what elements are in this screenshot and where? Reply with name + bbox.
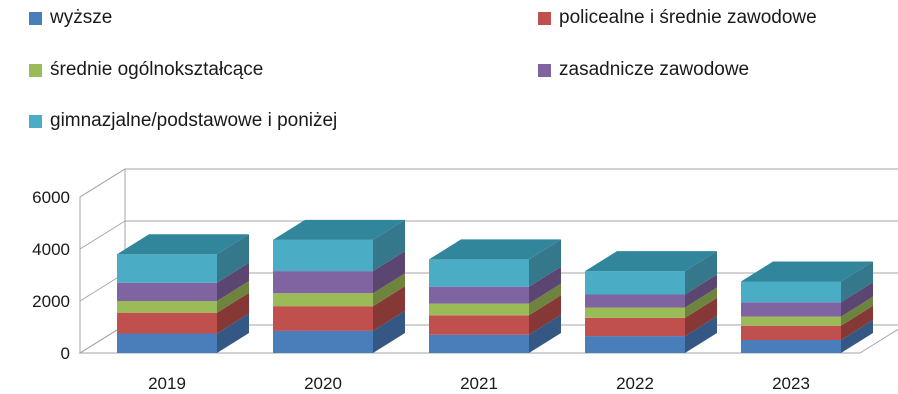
bar-top xyxy=(273,219,405,240)
bar-segment-side xyxy=(217,313,249,353)
legend-item-wyzsze: wyższe xyxy=(29,7,112,29)
bar-segment xyxy=(117,312,217,334)
bar-segment xyxy=(429,334,529,353)
bar-segment-side xyxy=(685,316,717,353)
bar-segment xyxy=(585,307,685,318)
legend-swatch xyxy=(29,63,42,77)
bar-segment xyxy=(117,282,217,301)
bar-segment xyxy=(273,306,373,331)
x-tick-label: 2020 xyxy=(304,374,342,393)
bar-segment xyxy=(741,325,841,340)
y-tick-label: 4000 xyxy=(32,240,70,259)
bar-segment xyxy=(273,330,373,353)
legend-label: średnie ogólnokształcące xyxy=(50,59,264,80)
y-tick-label: 0 xyxy=(61,344,70,363)
bar-top xyxy=(429,239,561,260)
legend-label: wyższe xyxy=(50,7,113,28)
bar-top xyxy=(117,234,249,255)
bar-segment-side xyxy=(841,305,873,340)
gridline-diagonal xyxy=(79,168,126,198)
bar-segment-side xyxy=(373,251,405,294)
bar-segment-side xyxy=(529,314,561,353)
bar-segment xyxy=(117,254,217,283)
bar-segment-side xyxy=(841,282,873,317)
bar-segment xyxy=(117,333,217,353)
bar-segment-side xyxy=(685,251,717,295)
chart-legend: wyższe policealne i średnie zawodowe śre… xyxy=(0,0,898,140)
bar-segment-side xyxy=(373,310,405,353)
bar-segment-side xyxy=(685,274,717,308)
bar-segment-side xyxy=(529,283,561,316)
x-tick-label: 2021 xyxy=(460,374,498,393)
bar-top xyxy=(585,251,717,272)
legend-item-policealne: policealne i średnie zawodowe xyxy=(538,7,817,29)
legend-item-zasadnicze: zasadnicze zawodowe xyxy=(538,59,749,81)
legend-label: gimnazjalne/podstawowe i poniżej xyxy=(50,110,338,131)
legend-item-gimnazjalne: gimnazjalne/podstawowe i poniżej xyxy=(29,110,337,132)
bar-segment xyxy=(585,317,685,337)
bar-segment-side xyxy=(217,281,249,313)
x-tick-label: 2023 xyxy=(772,374,810,393)
bar-segment-side xyxy=(217,262,249,301)
legend-label: policealne i średnie zawodowe xyxy=(559,7,817,28)
bar-segment-side xyxy=(373,273,405,307)
legend-label: zasadnicze zawodowe xyxy=(559,59,750,80)
x-tick-label: 2019 xyxy=(148,374,186,393)
bar-segment-side xyxy=(685,297,717,337)
bar-segment xyxy=(429,286,529,304)
bar-segment xyxy=(741,340,841,353)
bar-segment xyxy=(273,239,373,272)
bar-segment xyxy=(585,294,685,308)
legend-swatch xyxy=(29,114,42,128)
y-tick-label: 6000 xyxy=(32,188,70,207)
bar-top xyxy=(741,261,873,282)
legend-item-srednie-ogolnoksztalcace: średnie ogólnokształcące xyxy=(29,59,263,81)
gridline-diagonal xyxy=(79,220,126,250)
legend-swatch xyxy=(29,11,42,25)
x-tick-label: 2022 xyxy=(616,374,654,393)
bar-segment xyxy=(585,271,685,295)
bar-segment xyxy=(741,302,841,317)
bar-segment xyxy=(741,281,841,303)
bar-segment-side xyxy=(841,261,873,303)
y-tick-label: 2000 xyxy=(32,292,70,311)
bar-segment xyxy=(585,336,685,353)
bar-segment-side xyxy=(529,295,561,335)
bar-segment-side xyxy=(373,286,405,331)
bar-segment xyxy=(273,293,373,307)
bar-segment xyxy=(429,315,529,335)
bar-segment-side xyxy=(685,287,717,318)
bar-segment-side xyxy=(373,219,405,272)
bar-segment xyxy=(117,301,217,313)
legend-swatch xyxy=(538,11,551,25)
bar-segment xyxy=(273,271,373,294)
bar-segment-side xyxy=(217,292,249,334)
bar-segment-side xyxy=(529,266,561,304)
bar-segment-side xyxy=(841,296,873,326)
bar-segment xyxy=(741,316,841,326)
legend-swatch xyxy=(538,63,551,77)
bar-segment xyxy=(429,303,529,316)
bar-segment-side xyxy=(529,239,561,287)
bar-segment-side xyxy=(217,234,249,283)
bar-segment-side xyxy=(841,320,873,353)
bar-segment xyxy=(429,259,529,287)
